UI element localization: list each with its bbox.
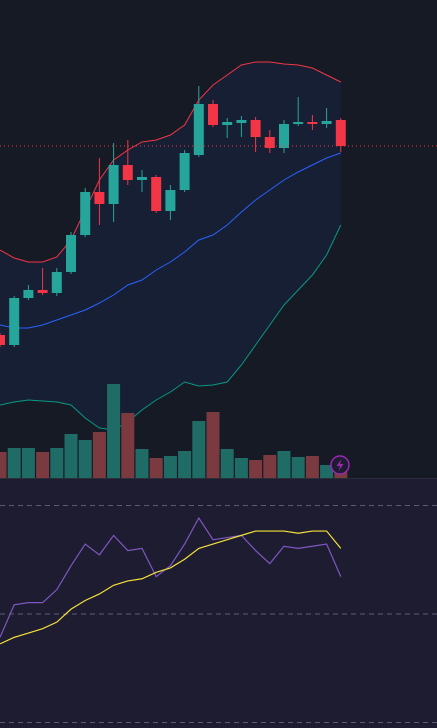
volume-bar bbox=[78, 440, 92, 478]
volume-bar bbox=[320, 465, 334, 478]
candle-body bbox=[250, 120, 261, 137]
candle-body bbox=[293, 122, 304, 124]
band-line bbox=[0, 61, 342, 263]
candle-body bbox=[208, 104, 218, 125]
candle-body bbox=[94, 192, 105, 204]
rsi-line bbox=[0, 516, 342, 638]
rsi bbox=[0, 505, 437, 723]
volume-bar bbox=[291, 457, 305, 478]
volume-bar bbox=[192, 421, 206, 478]
volume-bar bbox=[7, 448, 21, 478]
candle-body bbox=[335, 120, 346, 146]
candle-body bbox=[80, 192, 91, 235]
volume-bar bbox=[107, 384, 121, 478]
volume-bar bbox=[0, 452, 7, 478]
candle-body bbox=[222, 122, 233, 125]
alert-icon[interactable] bbox=[330, 455, 350, 475]
volume-bar bbox=[178, 451, 192, 478]
rsi-line bbox=[0, 530, 342, 645]
volume-bar bbox=[121, 413, 135, 478]
candle-body bbox=[122, 165, 133, 180]
volume-bar bbox=[135, 449, 149, 478]
volume-bar bbox=[36, 452, 50, 478]
volume-bar bbox=[206, 412, 220, 478]
volume-bar bbox=[149, 458, 163, 478]
candle-body bbox=[165, 190, 176, 211]
candle-body bbox=[279, 124, 289, 148]
volume-bar bbox=[50, 448, 64, 478]
band-fill bbox=[0, 62, 341, 430]
rsi-pane bbox=[0, 479, 437, 728]
candle-body bbox=[179, 153, 190, 190]
volume-bar bbox=[64, 434, 78, 478]
candle-body bbox=[108, 165, 119, 204]
band-line bbox=[0, 152, 341, 329]
bollinger-bands bbox=[0, 61, 342, 431]
volume-bar bbox=[220, 449, 234, 478]
volume bbox=[0, 384, 348, 478]
volume-bar bbox=[277, 451, 291, 478]
candle-body bbox=[23, 290, 34, 298]
volume-bar bbox=[92, 432, 106, 478]
candle-body bbox=[66, 235, 76, 272]
volume-bar bbox=[234, 458, 248, 478]
volume-bar bbox=[249, 460, 263, 478]
volume-bar bbox=[21, 448, 35, 478]
candle-body bbox=[151, 177, 162, 211]
candle-body bbox=[307, 122, 318, 124]
candle-body bbox=[321, 121, 332, 124]
volume-bar bbox=[163, 456, 177, 478]
volume-bar bbox=[305, 456, 319, 478]
candles bbox=[0, 86, 437, 347]
volume-bar bbox=[263, 455, 277, 478]
candle-body bbox=[236, 120, 247, 123]
candle-body bbox=[264, 137, 275, 148]
candle-body bbox=[51, 272, 62, 293]
band-line bbox=[0, 224, 342, 431]
candle-body bbox=[9, 298, 20, 345]
candle-body bbox=[37, 290, 48, 293]
candle-body bbox=[193, 104, 204, 155]
candle-body bbox=[137, 177, 147, 180]
candle-body bbox=[0, 335, 5, 345]
